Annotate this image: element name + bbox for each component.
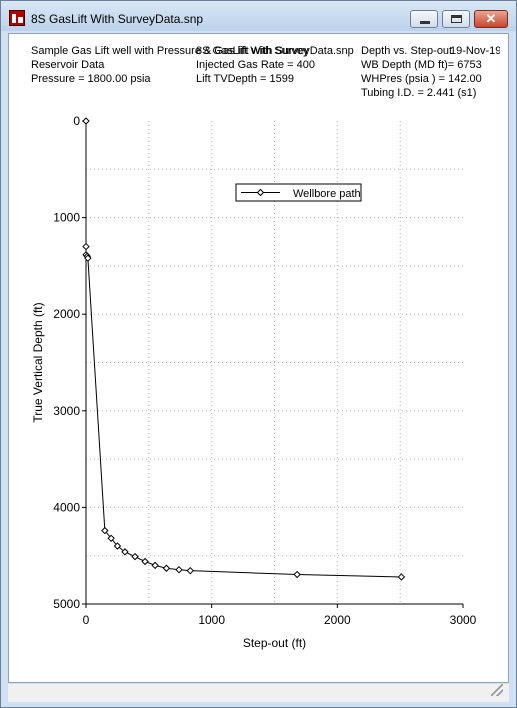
x-axis-label: Step-out (ft) [243,636,306,650]
close-icon: ✕ [485,11,497,26]
data-point [101,526,109,535]
resize-grip[interactable] [491,684,503,696]
header-pressure: Pressure = 1800.00 psia [31,73,151,85]
data-point [82,242,90,251]
close-button[interactable]: ✕ [474,10,508,28]
data-point [162,564,171,572]
data-point [397,573,406,581]
x-tick-label: 1000 [198,613,225,627]
y-tick-label: 3000 [53,404,80,418]
y-tick-label: 5000 [53,597,80,611]
data-point [141,557,149,566]
chart-legend: Wellbore path [235,183,362,202]
data-point [121,548,129,556]
header-date: 19-Nov-19 0 [450,45,500,57]
chart-series [82,117,406,581]
status-bar [8,684,509,702]
header-gas-rate: Injected Gas Rate = 400 [196,59,315,71]
app-icon[interactable] [9,10,25,26]
legend-label: Wellbore path [293,188,361,200]
title-bar[interactable]: 8S GasLift With SurveyData.snp ✕ [1,1,516,31]
plot-area [8,33,509,683]
x-tick-label: 0 [83,613,90,627]
data-point [131,552,139,561]
y-axis-label: True Vertical Depth (ft) [31,302,45,422]
data-point [82,117,90,125]
header-filename: 8S GasLift With SurveyData.snp [196,45,354,57]
chart-ticks: 0 1000 2000 3000 0 1000 2000 3000 4000 5000 [53,114,476,627]
x-tick-label: 3000 [450,613,477,627]
header-lift-depth: Lift TVDepth = 1599 [196,73,294,85]
legend-box [235,183,362,202]
header-plot-name: Depth vs. Step-out [361,45,453,57]
y-tick-label: 4000 [53,500,80,514]
header-tubing-id: Tubing I.D. = 2.441 (s1) [361,87,477,99]
window-title: 8S GasLift With SurveyData.snp [31,12,204,26]
header-description: Sample Gas Lift well with Pressure & Gas… [31,45,309,57]
x-tick-label: 2000 [324,613,351,627]
data-point [293,570,301,579]
maximize-icon [451,15,462,23]
y-tick-label: 1000 [53,211,80,225]
y-tick-label: 0 [73,114,80,128]
maximize-button[interactable] [442,10,470,28]
data-point [107,534,115,543]
data-point [113,542,122,550]
data-point [175,565,183,574]
header-wh-pressure: WHPres (psia ) = 142.00 [361,73,482,85]
data-point [186,566,195,575]
header-reservoir-label: Reservoir Data [31,59,105,71]
legend-marker [256,188,265,197]
y-tick-label: 2000 [53,307,80,321]
header-wb-depth: WB Depth (MD ft)= 6753 [361,59,482,71]
data-point [151,561,159,570]
minimize-button[interactable] [410,10,438,28]
data-point [84,254,92,262]
minimize-icon [420,21,430,24]
